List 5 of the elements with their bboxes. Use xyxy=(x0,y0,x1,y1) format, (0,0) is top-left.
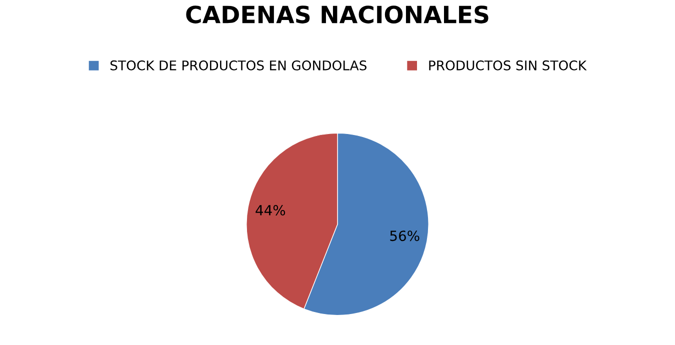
data-label: 44% xyxy=(256,204,286,216)
legend-label: PRODUCTOS SIN STOCK xyxy=(429,60,587,70)
legend-label: STOCK DE PRODUCTOS EN GONDOLAS xyxy=(110,60,366,70)
chart-title: CADENAS NACIONALES xyxy=(186,6,488,24)
data-label: 56% xyxy=(390,230,420,242)
